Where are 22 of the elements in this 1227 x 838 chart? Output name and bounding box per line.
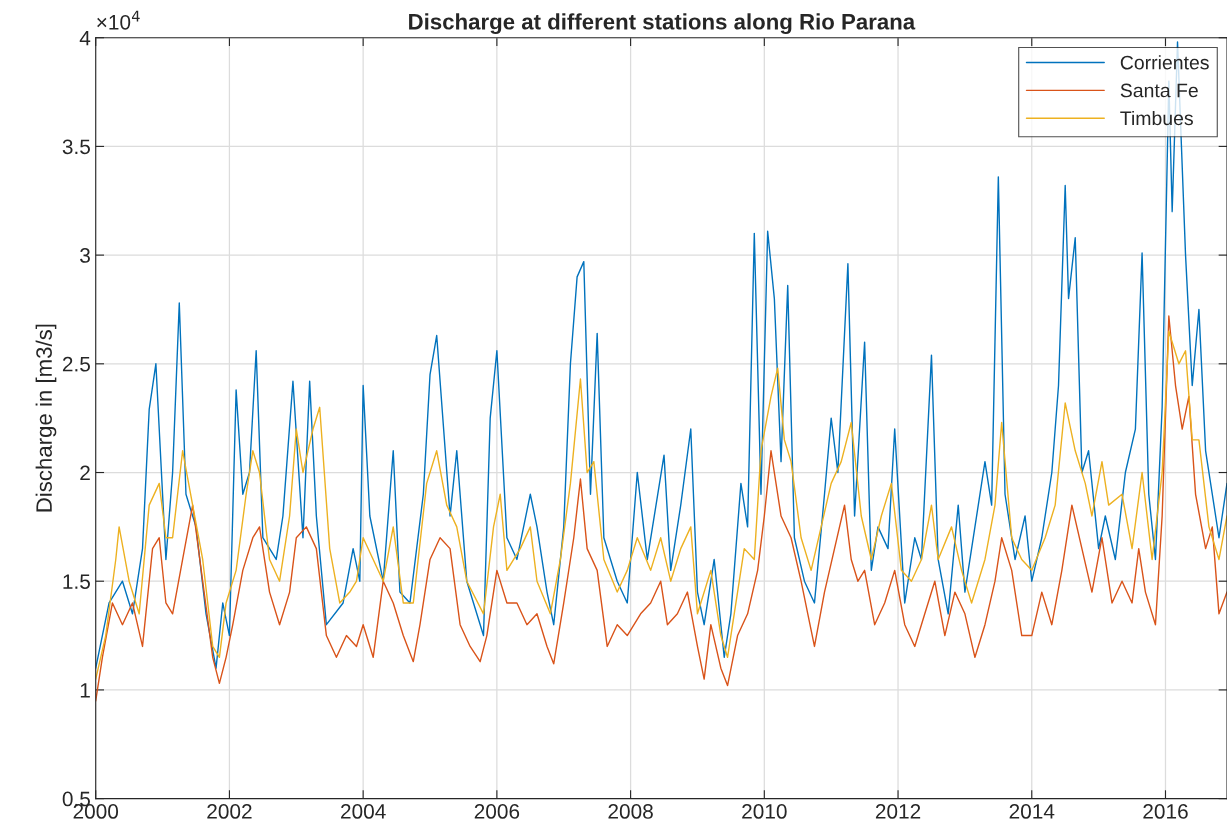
chart-title: Discharge at different stations along Rio Parana [409,13,916,35]
y-tick-label: 2.5 [62,356,90,372]
line-series [95,41,1227,669]
x-tick-label: 2002 [207,804,252,819]
legend-label: Santa Fe [1120,83,1198,98]
x-tick-label: 2010 [742,804,787,819]
x-tick-label: 2012 [875,804,921,819]
x-tick-label: 2008 [608,804,653,819]
legend-label: Corrientes [1120,55,1209,70]
x-tick-label: 2006 [474,804,520,819]
y-tick-label: 3.5 [62,139,90,155]
x-tick-label: 2016 [1143,804,1188,819]
y-axis-title: Discharge in [m3/s] [35,324,57,512]
x-tick-label: 2004 [341,804,386,819]
y-tick-label: 4 [79,30,91,46]
y-tick-label: 3 [80,248,90,263]
x-tick-label: 2014 [1009,804,1055,819]
legend-label: Timbues [1120,110,1193,126]
y-tick-label: 1 [80,683,90,698]
text: ×10$^{4}$ [97,10,140,30]
y-tick-label: 1.5 [63,574,90,589]
y-tick-label: 2 [80,465,90,481]
